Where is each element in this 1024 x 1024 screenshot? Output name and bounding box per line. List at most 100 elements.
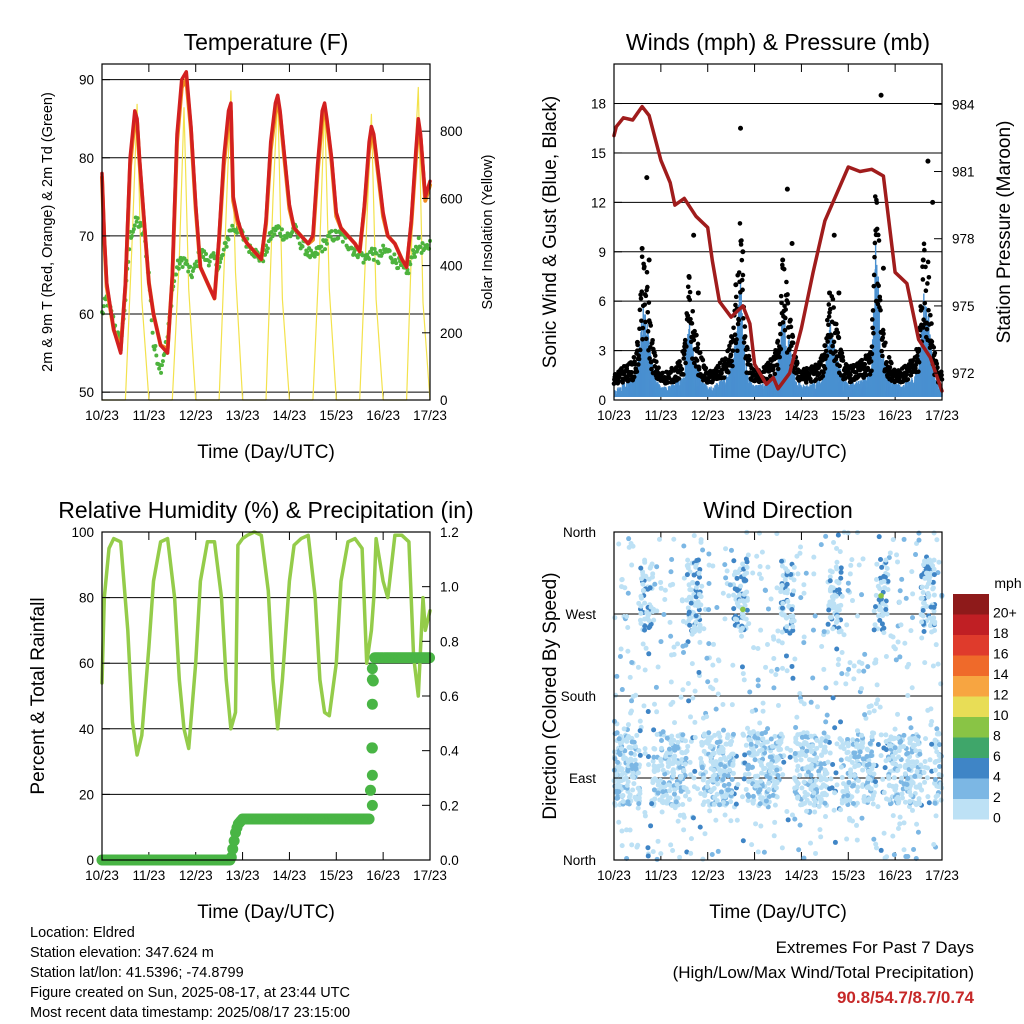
direction-point [746,621,752,627]
dewpoint-point [376,261,381,266]
direction-point [725,773,731,779]
direction-point [768,668,774,674]
direction-point [854,837,860,843]
direction-point [897,763,903,769]
dewpoint-point [394,261,399,266]
dewpoint-point [174,272,179,277]
direction-point [688,615,694,621]
direction-point [634,732,640,738]
direction-point [913,784,919,790]
x-tick-label: 14/23 [273,868,307,883]
gust-peak-point [634,339,640,345]
direction-point [807,800,813,806]
gust-point [734,337,739,342]
direction-point [619,828,625,834]
direction-point [772,733,778,739]
gust-point [813,377,819,382]
y-tick-label: 40 [79,722,94,737]
gust-point [660,370,666,376]
direction-point [924,775,930,781]
direction-point [856,562,862,568]
direction-point [688,714,694,720]
direction-point [775,628,781,634]
dewpoint-point [272,232,277,237]
y-tick-label: 70 [79,229,94,244]
direction-point [917,773,923,779]
y2-tick-label: 0.0 [440,853,459,868]
direction-point [874,561,880,567]
direction-point [727,582,733,588]
gust-point [824,353,830,359]
direction-point [881,830,887,836]
direction-point [848,769,854,775]
direction-point [936,559,942,565]
direction-point [713,677,719,683]
x-tick-label: 13/23 [226,868,260,883]
direction-point [655,782,661,788]
dewpoint-point [393,257,398,262]
gust-point [921,241,927,247]
direction-point [936,752,942,758]
direction-point [873,782,879,788]
gust-point [919,305,925,311]
gust-point [931,345,937,350]
x-tick-label: 13/23 [738,868,772,883]
direction-point [713,817,719,823]
direction-point [834,741,840,747]
gust-point [643,336,649,342]
direction-point [834,559,840,565]
direction-point [819,644,825,650]
direction-point [790,675,796,681]
direction-point [789,812,795,818]
direction-point [722,562,728,568]
gust-point [733,294,739,300]
direction-point [917,782,923,788]
direction-point [730,662,736,668]
direction-point [703,739,709,745]
gust-point [782,303,787,309]
x-tick-label: 16/23 [878,408,912,423]
gust-peak-point [855,374,861,380]
direction-point [681,827,687,833]
gust-point [649,366,654,372]
direction-point [847,660,853,666]
gust-point [631,354,637,360]
gust-point [934,361,940,367]
gust-point [929,321,934,326]
dewpoint-point [269,229,274,234]
direction-point [878,732,884,738]
dewpoint-point [185,262,190,267]
gust-point [640,336,645,342]
direction-point [693,613,699,619]
dewpoint-point [129,234,134,239]
gust-point [926,274,932,280]
gust-point [728,352,734,358]
gust-point [790,340,796,346]
direction-point [788,747,794,753]
y2-tick-label: 400 [440,259,463,274]
gust-point [774,362,780,368]
x-tick-label: 11/23 [132,408,165,423]
direction-point [670,848,676,854]
direction-point [825,734,831,740]
y2-tick-label: 972 [952,366,975,381]
direction-point [691,533,697,539]
direction-point [931,608,937,614]
direction-point [920,590,926,596]
direction-point [677,764,683,770]
gust-point [682,337,688,343]
gust-point [929,339,935,344]
direction-point [780,665,786,671]
gust-point [862,361,868,367]
direction-point [823,533,829,539]
gust-point [871,283,877,289]
direction-point [938,797,944,803]
gust-point [631,374,637,380]
dewpoint-point [323,238,328,243]
direction-point [749,708,755,714]
direction-point [755,683,761,689]
y-tick-label: 100 [71,525,94,540]
gust-point [640,325,646,331]
direction-point [829,569,835,575]
gust-point [875,232,881,238]
